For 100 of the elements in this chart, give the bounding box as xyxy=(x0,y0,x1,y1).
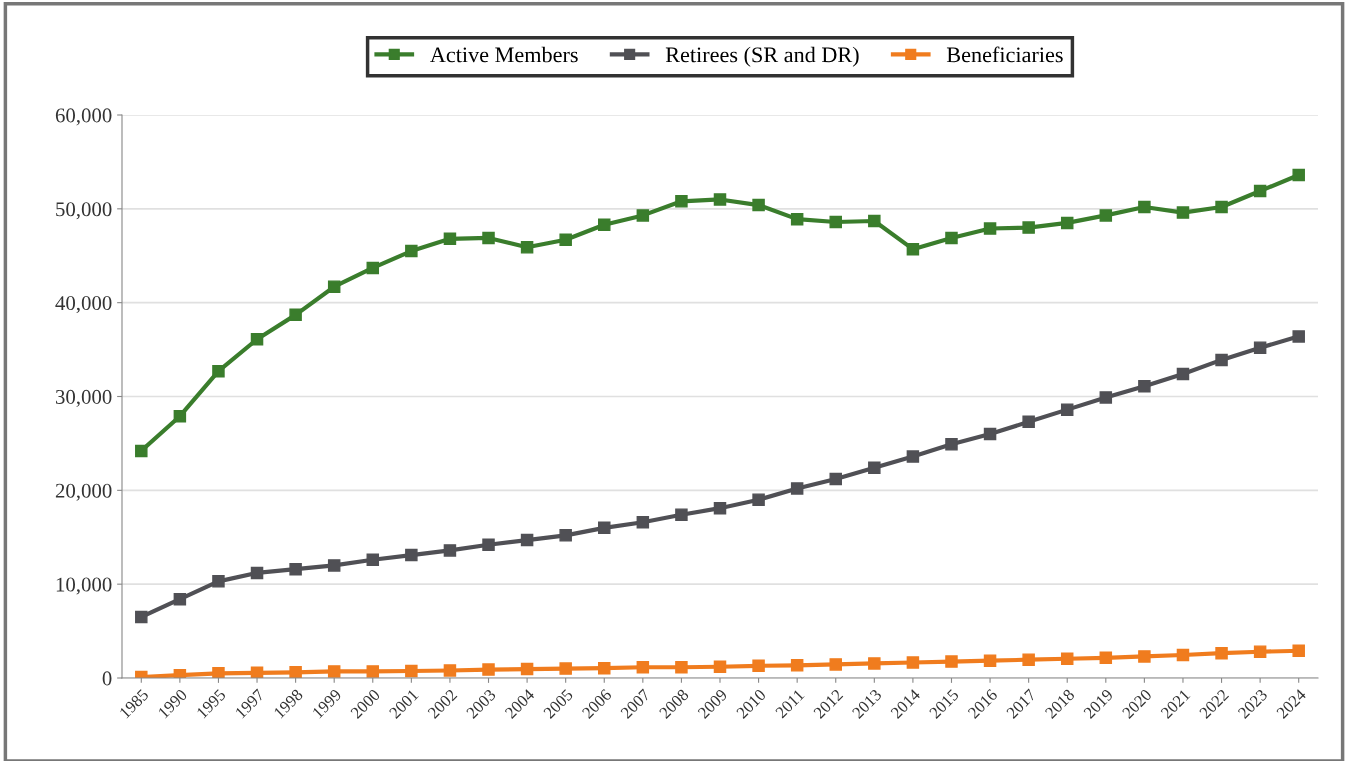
point xyxy=(559,662,572,675)
y-tick-label: 40,000 xyxy=(55,296,112,314)
legend-label: Active Members xyxy=(430,46,578,63)
point xyxy=(1138,379,1151,393)
point xyxy=(945,655,958,668)
point xyxy=(1253,184,1267,198)
point xyxy=(636,660,650,674)
point xyxy=(482,663,495,676)
point xyxy=(752,659,765,673)
point xyxy=(1292,168,1305,182)
y-tick-label: 0 xyxy=(102,671,112,686)
point xyxy=(1215,353,1228,367)
y-tick-label: 20,000 xyxy=(55,483,112,501)
point xyxy=(327,665,341,678)
point xyxy=(598,218,611,232)
y-tick-label: 10,000 xyxy=(56,577,112,595)
point xyxy=(1253,341,1267,354)
point xyxy=(443,232,457,246)
point xyxy=(482,231,495,245)
point xyxy=(327,559,341,572)
y-tick-label: 60,000 xyxy=(55,108,112,126)
point xyxy=(1176,206,1190,219)
point xyxy=(1176,648,1190,662)
point xyxy=(598,521,611,535)
point xyxy=(1099,651,1113,665)
point xyxy=(945,438,958,451)
point xyxy=(906,450,920,463)
point xyxy=(906,656,920,669)
point xyxy=(790,659,804,672)
point xyxy=(212,667,225,678)
point xyxy=(520,533,534,547)
point xyxy=(559,529,572,542)
point xyxy=(1138,200,1151,214)
point xyxy=(752,198,765,212)
point xyxy=(713,660,727,673)
point xyxy=(1060,652,1074,666)
point xyxy=(289,562,302,576)
point xyxy=(1292,330,1305,343)
point xyxy=(868,461,881,475)
point xyxy=(713,193,727,206)
point xyxy=(1022,653,1035,666)
legend-label: Retirees (SR and DR) xyxy=(665,46,859,67)
point xyxy=(1060,403,1074,416)
point xyxy=(443,664,457,677)
point xyxy=(212,364,225,378)
point xyxy=(482,538,495,552)
point xyxy=(366,261,380,275)
point xyxy=(868,214,881,228)
point xyxy=(173,592,187,606)
point xyxy=(1022,221,1035,234)
point xyxy=(520,662,534,676)
point xyxy=(366,665,380,678)
point xyxy=(1215,646,1228,660)
point xyxy=(173,409,187,423)
point xyxy=(135,444,148,458)
point xyxy=(713,501,727,515)
point xyxy=(790,212,804,226)
point xyxy=(983,654,997,667)
point xyxy=(1138,650,1151,663)
point xyxy=(1215,200,1228,214)
point xyxy=(983,427,997,441)
point xyxy=(520,241,534,254)
point xyxy=(1099,391,1113,404)
point xyxy=(327,280,341,293)
point xyxy=(598,661,611,675)
point xyxy=(250,566,264,580)
point xyxy=(1292,644,1305,658)
legend-label: Beneficiaries xyxy=(946,46,1063,63)
point xyxy=(1022,415,1035,429)
point xyxy=(405,244,418,258)
point xyxy=(1253,645,1267,658)
point xyxy=(906,242,920,256)
point xyxy=(675,660,688,674)
point xyxy=(135,610,148,624)
point xyxy=(829,215,842,229)
point xyxy=(790,482,804,495)
point xyxy=(945,231,958,245)
point xyxy=(212,575,225,588)
point xyxy=(1060,216,1074,230)
point xyxy=(443,544,457,557)
y-tick-label: 30,000 xyxy=(55,389,112,407)
point xyxy=(559,233,572,247)
point xyxy=(1099,209,1113,222)
point xyxy=(829,472,842,486)
point xyxy=(675,508,688,521)
point xyxy=(675,195,688,208)
point xyxy=(289,308,302,322)
point xyxy=(829,658,842,671)
point xyxy=(636,209,650,222)
point xyxy=(752,493,765,506)
point xyxy=(366,553,380,567)
point xyxy=(1176,367,1190,381)
point xyxy=(983,222,997,235)
point xyxy=(868,657,881,670)
point xyxy=(405,548,418,562)
y-tick-label: 50,000 xyxy=(56,202,112,220)
point xyxy=(405,664,418,678)
point xyxy=(250,333,264,346)
point xyxy=(289,666,302,678)
point xyxy=(636,515,650,529)
